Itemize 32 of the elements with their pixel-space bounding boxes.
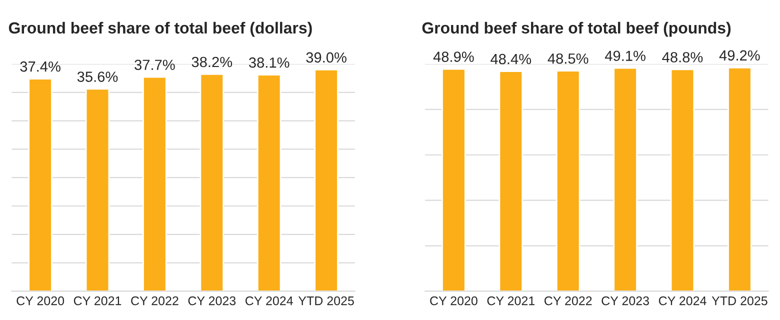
chart-title: Ground beef share of total beef (pounds) bbox=[422, 22, 731, 37]
data-label: 48.8% bbox=[662, 52, 703, 62]
bar bbox=[28, 78, 52, 292]
bar bbox=[256, 74, 282, 292]
data-label: 37.4% bbox=[20, 61, 60, 72]
x-tick-label: CY 2020 bbox=[430, 296, 478, 306]
x-tick-label: YTD 2025 bbox=[298, 296, 354, 306]
data-label: 48.4% bbox=[490, 54, 532, 64]
x-tick-label: YTD 2025 bbox=[712, 296, 768, 306]
data-label: 37.7% bbox=[134, 60, 175, 70]
x-tick-label: CY 2024 bbox=[246, 296, 293, 306]
data-label: 38.1% bbox=[248, 57, 290, 68]
data-label: 39.0% bbox=[306, 52, 346, 63]
data-label: 48.9% bbox=[433, 52, 474, 62]
x-tick-label: CY 2020 bbox=[16, 296, 64, 306]
data-label: 49.1% bbox=[604, 50, 646, 62]
x-tick-label: CY 2022 bbox=[131, 296, 178, 306]
bar bbox=[314, 68, 338, 292]
x-tick-label: CY 2023 bbox=[602, 296, 649, 306]
bar bbox=[142, 76, 167, 292]
data-label: 38.2% bbox=[192, 56, 232, 68]
chart-title: Ground beef share of total beef (dollars) bbox=[8, 22, 312, 37]
x-tick-label: CY 2023 bbox=[188, 296, 236, 306]
data-label: 35.6% bbox=[77, 72, 118, 82]
x-tick-label: CY 2024 bbox=[658, 296, 706, 306]
x-tick-label: CY 2021 bbox=[74, 296, 122, 306]
data-label: 48.5% bbox=[548, 53, 588, 64]
data-label: 49.2% bbox=[719, 50, 760, 61]
bar bbox=[200, 74, 224, 292]
bar bbox=[85, 88, 110, 292]
x-tick-label: CY 2022 bbox=[544, 296, 592, 306]
x-tick-label: CY 2021 bbox=[487, 296, 535, 306]
